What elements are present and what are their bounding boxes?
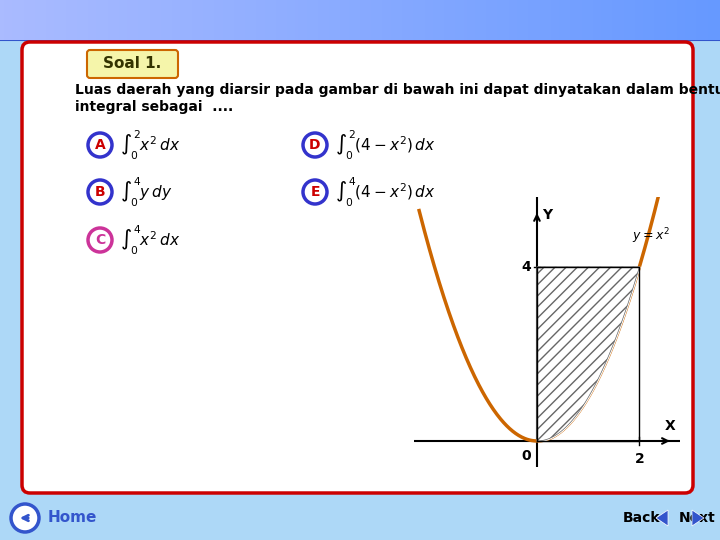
Text: D: D <box>310 138 320 152</box>
Text: Latihan: Latihan <box>10 12 86 30</box>
Text: X: X <box>665 419 675 433</box>
Text: $\int_0^4 x^2\,dx$: $\int_0^4 x^2\,dx$ <box>120 224 180 256</box>
Text: $\int_0^4 y\,dy$: $\int_0^4 y\,dy$ <box>120 176 172 208</box>
Text: Soal 1.: Soal 1. <box>103 57 161 71</box>
Text: E: E <box>310 185 320 199</box>
Text: Penggunaan Integral: Penggunaan Integral <box>498 12 710 30</box>
Circle shape <box>88 228 112 252</box>
Text: Home: Home <box>48 510 97 525</box>
Circle shape <box>88 180 112 204</box>
Polygon shape <box>656 510 668 526</box>
Text: B: B <box>95 185 105 199</box>
Polygon shape <box>692 510 704 526</box>
Circle shape <box>88 133 112 157</box>
Text: Y: Y <box>542 207 552 221</box>
Text: Luas daerah yang diarsir pada gambar di bawah ini dapat dinyatakan dalam bentuk: Luas daerah yang diarsir pada gambar di … <box>75 83 720 97</box>
Circle shape <box>303 180 327 204</box>
Text: Back: Back <box>623 511 660 525</box>
Text: Next: Next <box>679 511 716 525</box>
Text: A: A <box>94 138 105 152</box>
Text: 2: 2 <box>634 452 644 466</box>
Text: integral sebagai  ....: integral sebagai .... <box>75 100 233 114</box>
Text: $\int_0^4 (4-x^2)\,dx$: $\int_0^4 (4-x^2)\,dx$ <box>335 176 436 208</box>
Circle shape <box>11 504 39 532</box>
Text: C: C <box>95 233 105 247</box>
Text: 4: 4 <box>521 260 531 274</box>
FancyBboxPatch shape <box>87 50 178 78</box>
Text: $\int_0^2 x^2\,dx$: $\int_0^2 x^2\,dx$ <box>120 129 180 161</box>
FancyBboxPatch shape <box>22 42 693 493</box>
Text: $\int_0^2 (4-x^2)\,dx$: $\int_0^2 (4-x^2)\,dx$ <box>335 129 436 161</box>
Text: 0: 0 <box>521 449 531 463</box>
Text: $y = x^2$: $y = x^2$ <box>631 227 670 246</box>
Circle shape <box>303 133 327 157</box>
